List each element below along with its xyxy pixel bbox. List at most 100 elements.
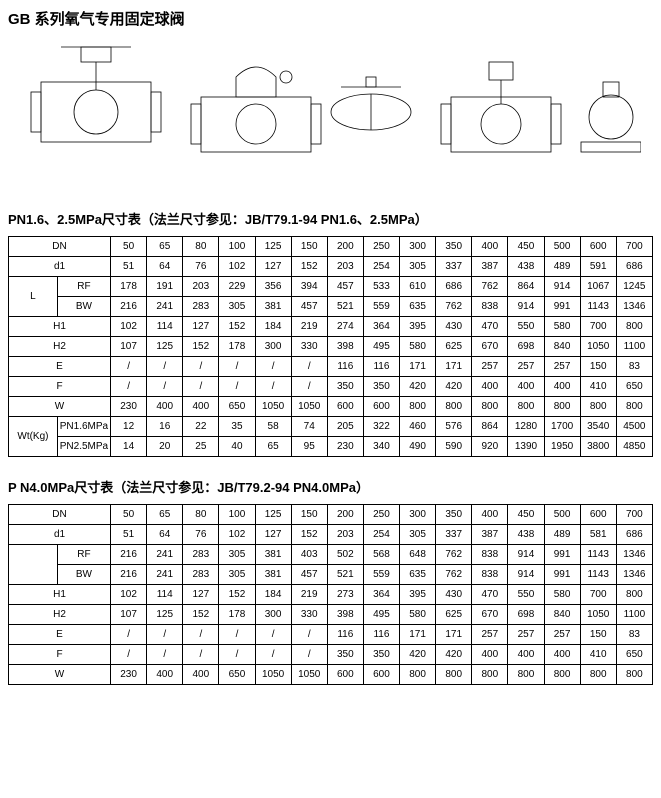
data-cell: 381: [255, 565, 291, 585]
data-cell: 700: [616, 505, 652, 525]
data-cell: /: [111, 645, 147, 665]
data-cell: 576: [436, 417, 472, 437]
data-cell: 241: [147, 565, 183, 585]
row-label: d1: [9, 525, 111, 545]
data-cell: /: [219, 377, 255, 397]
data-cell: 800: [616, 397, 652, 417]
data-cell: 500: [544, 237, 580, 257]
data-cell: 102: [111, 585, 147, 605]
data-cell: 1143: [580, 565, 616, 585]
data-cell: 116: [363, 357, 399, 377]
data-cell: 625: [436, 337, 472, 357]
data-cell: /: [111, 377, 147, 397]
row-label: H2: [9, 337, 111, 357]
data-cell: 35: [219, 417, 255, 437]
data-cell: 80: [183, 505, 219, 525]
data-cell: 838: [472, 297, 508, 317]
data-cell: 1050: [255, 665, 291, 685]
data-cell: 127: [255, 525, 291, 545]
data-cell: 686: [616, 257, 652, 277]
data-cell: 1346: [616, 297, 652, 317]
data-cell: 330: [291, 605, 327, 625]
data-cell: 64: [147, 525, 183, 545]
data-cell: 16: [147, 417, 183, 437]
data-cell: 838: [472, 565, 508, 585]
data-cell: 400: [544, 377, 580, 397]
data-cell: 230: [327, 437, 363, 457]
data-cell: 100: [219, 505, 255, 525]
data-cell: /: [219, 625, 255, 645]
data-cell: 1067: [580, 277, 616, 297]
data-cell: 102: [219, 257, 255, 277]
data-cell: 300: [255, 337, 291, 357]
data-cell: 991: [544, 297, 580, 317]
data-cell: 350: [436, 237, 472, 257]
data-cell: 670: [472, 337, 508, 357]
data-cell: 381: [255, 297, 291, 317]
data-cell: 322: [363, 417, 399, 437]
data-cell: 400: [147, 397, 183, 417]
data-cell: 300: [400, 237, 436, 257]
data-cell: 698: [508, 337, 544, 357]
data-cell: 125: [255, 237, 291, 257]
data-cell: 150: [580, 625, 616, 645]
data-cell: 257: [472, 357, 508, 377]
data-cell: 216: [111, 565, 147, 585]
data-cell: 395: [400, 585, 436, 605]
data-cell: 95: [291, 437, 327, 457]
data-cell: /: [147, 625, 183, 645]
data-cell: 1950: [544, 437, 580, 457]
data-cell: /: [111, 357, 147, 377]
data-cell: 337: [436, 257, 472, 277]
data-cell: 274: [327, 317, 363, 337]
data-cell: 650: [616, 645, 652, 665]
data-cell: /: [255, 377, 291, 397]
data-cell: 991: [544, 565, 580, 585]
row-label: H1: [9, 585, 111, 605]
data-cell: 203: [327, 257, 363, 277]
data-cell: 191: [147, 277, 183, 297]
data-cell: 559: [363, 565, 399, 585]
data-cell: 83: [616, 357, 652, 377]
data-cell: 800: [616, 585, 652, 605]
data-cell: 521: [327, 565, 363, 585]
data-cell: 205: [327, 417, 363, 437]
data-cell: 76: [183, 525, 219, 545]
data-cell: 400: [544, 645, 580, 665]
data-cell: 40: [219, 437, 255, 457]
data-cell: 800: [472, 397, 508, 417]
data-cell: 600: [363, 665, 399, 685]
data-cell: 800: [508, 397, 544, 417]
data-cell: 410: [580, 645, 616, 665]
data-cell: 762: [436, 297, 472, 317]
data-cell: 171: [436, 625, 472, 645]
data-cell: 420: [436, 645, 472, 665]
data-cell: 387: [472, 257, 508, 277]
data-cell: 838: [472, 545, 508, 565]
data-cell: 254: [363, 525, 399, 545]
data-cell: 150: [291, 505, 327, 525]
data-cell: /: [219, 357, 255, 377]
data-cell: 1245: [616, 277, 652, 297]
data-cell: 394: [291, 277, 327, 297]
data-cell: 398: [327, 337, 363, 357]
data-cell: 864: [472, 417, 508, 437]
row-label: W: [9, 397, 111, 417]
data-cell: 410: [580, 377, 616, 397]
data-cell: 114: [147, 317, 183, 337]
data-cell: 400: [147, 665, 183, 685]
data-cell: 1050: [291, 665, 327, 685]
data-cell: 800: [544, 397, 580, 417]
data-cell: 400: [183, 665, 219, 685]
row-label: DN: [9, 237, 111, 257]
table2: DN50658010012515020025030035040045050060…: [8, 504, 653, 685]
data-cell: 400: [472, 377, 508, 397]
data-cell: 1100: [616, 337, 652, 357]
data-cell: 495: [363, 605, 399, 625]
data-cell: 76: [183, 257, 219, 277]
data-cell: 762: [472, 277, 508, 297]
data-cell: /: [183, 377, 219, 397]
data-cell: 914: [544, 277, 580, 297]
data-cell: 400: [508, 377, 544, 397]
data-cell: 364: [363, 585, 399, 605]
